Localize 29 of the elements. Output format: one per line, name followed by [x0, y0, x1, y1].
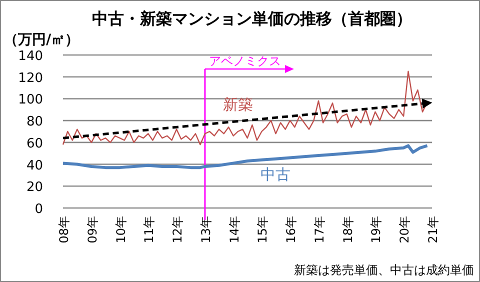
series-label: 中古 [260, 166, 291, 184]
y-tick-label: 100 [18, 92, 43, 108]
line-series [62, 70, 428, 146]
y-tick-label: 120 [18, 70, 43, 86]
x-tick-label: 17年 [312, 216, 326, 244]
series-label: 新築 [222, 96, 253, 114]
y-tick-label: 20 [26, 180, 43, 196]
y-tick-label: 60 [26, 136, 43, 152]
x-tick-label: 09年 [85, 216, 100, 244]
x-tick-label: 12年 [170, 216, 185, 244]
y-tick-label: 140 [18, 49, 43, 64]
y-tick-label: 0 [34, 202, 43, 217]
x-tick-label: 13年 [198, 216, 213, 244]
chart-title: 中古・新築マンション単価の推移（首都圏） [92, 9, 412, 28]
x-tick-label: 16年 [284, 216, 298, 244]
x-tick-label: 11年 [142, 216, 156, 244]
y-tick-label: 40 [26, 158, 43, 174]
ref-line-label: アベノミクス [208, 54, 281, 68]
x-tick-label: 15年 [256, 216, 270, 244]
x-tick-label: 14年 [227, 216, 242, 244]
x-tick-label: 21年 [426, 216, 440, 244]
x-tick-label: 20年 [398, 216, 412, 244]
y-tick-label: 80 [26, 114, 43, 130]
text: 新築は発売単価、中古は成約単価 [294, 263, 474, 277]
x-tick-label: 19年 [369, 216, 384, 244]
x-tick-label: 08年 [57, 216, 71, 244]
x-tick-label: 10年 [114, 216, 128, 244]
y-axis-title: （万円/㎡） [4, 32, 80, 48]
x-tick-label: 18年 [340, 216, 355, 244]
